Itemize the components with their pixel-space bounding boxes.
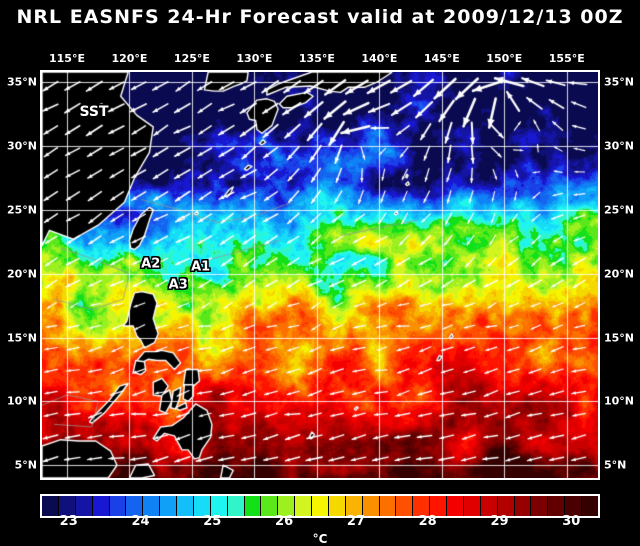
colorbar-swatch-16 <box>312 496 329 516</box>
colorbar-swatch-11 <box>227 496 245 516</box>
colorbar-swatch-6 <box>143 496 161 516</box>
colorbar-tick-26: 26 <box>275 514 294 529</box>
lat-tick-left-30: 30°N <box>6 139 37 153</box>
colorbar-tick-25: 25 <box>203 514 222 529</box>
map-frame[interactable] <box>40 70 600 480</box>
lat-tick-right-30: 30°N <box>604 139 635 153</box>
lat-tick-left-35: 35°N <box>6 75 37 89</box>
colorbar-swatch-13 <box>261 496 279 516</box>
colorbar-swatch-21 <box>396 496 414 516</box>
colorbar-tick-23: 23 <box>59 514 78 529</box>
colorbar-swatch-22 <box>413 496 431 516</box>
colorbar-swatch-20 <box>379 496 397 516</box>
lat-tick-right-25: 25°N <box>604 203 635 217</box>
colorbar-swatch-1 <box>58 496 76 516</box>
colorbar-swatch-0 <box>42 496 59 516</box>
colorbar-tick-28: 28 <box>418 514 437 529</box>
colorbar[interactable] <box>40 494 600 518</box>
lon-tick-top-140: 140°E <box>361 52 398 65</box>
colorbar-swatch-32 <box>582 496 598 516</box>
lat-tick-left-25: 25°N <box>6 203 37 217</box>
colorbar-swatch-23 <box>430 496 447 516</box>
colorbar-swatch-18 <box>345 496 363 516</box>
lat-tick-left-5: 5°N <box>14 458 37 472</box>
lon-tick-top-155: 155°E <box>548 52 585 65</box>
colorbar-swatch-7 <box>160 496 177 516</box>
colorbar-tick-27: 27 <box>346 514 365 529</box>
colorbar-tick-30: 30 <box>562 514 581 529</box>
colorbar-swatch-12 <box>244 496 262 516</box>
lat-tick-right-15: 15°N <box>604 331 635 345</box>
map-viewport <box>42 72 598 478</box>
colorbar-tick-24: 24 <box>131 514 150 529</box>
lon-tick-top-115: 115°E <box>48 52 85 65</box>
lon-tick-top-130: 130°E <box>236 52 273 65</box>
colorbar-swatch-17 <box>328 496 346 516</box>
colorbar-swatch-28 <box>514 496 532 516</box>
colorbar-swatch-24 <box>447 496 464 516</box>
lon-tick-top-150: 150°E <box>486 52 523 65</box>
colorbar-swatch-30 <box>548 496 566 516</box>
colorbar-container[interactable]: 23 24 25 26 27 28 29 30 °C <box>40 494 600 546</box>
colorbar-swatch-10 <box>210 496 228 516</box>
colorbar-swatch-9 <box>193 496 211 516</box>
colorbar-swatch-2 <box>75 496 93 516</box>
lon-tick-top-125: 125°E <box>173 52 210 65</box>
colorbar-tick-29: 29 <box>490 514 509 529</box>
lat-tick-right-35: 35°N <box>604 75 635 89</box>
colorbar-swatch-4 <box>109 496 127 516</box>
colorbar-swatch-25 <box>463 496 481 516</box>
lat-tick-left-15: 15°N <box>6 331 37 345</box>
colorbar-swatch-27 <box>497 496 515 516</box>
colorbar-swatch-15 <box>295 496 312 516</box>
lat-tick-right-10: 10°N <box>604 394 635 408</box>
colorbar-swatch-29 <box>531 496 549 516</box>
page-title: NRL EASNFS 24-Hr Forecast valid at 2009/… <box>16 6 624 28</box>
lat-tick-left-10: 10°N <box>6 394 37 408</box>
colorbar-swatch-8 <box>177 496 194 516</box>
lat-tick-right-20: 20°N <box>604 267 635 281</box>
wind-vector-layer <box>42 72 598 478</box>
lat-tick-right-5: 5°N <box>604 458 627 472</box>
colorbar-unit-label: °C <box>312 532 328 546</box>
colorbar-swatch-3 <box>92 496 110 516</box>
colorbar-swatch-26 <box>480 496 498 516</box>
colorbar-swatch-5 <box>126 496 144 516</box>
lon-tick-top-135: 135°E <box>298 52 335 65</box>
colorbar-swatch-14 <box>278 496 296 516</box>
colorbar-swatch-19 <box>362 496 380 516</box>
lon-tick-top-120: 120°E <box>111 52 148 65</box>
colorbar-swatch-31 <box>565 496 582 516</box>
lat-tick-left-20: 20°N <box>6 267 37 281</box>
lon-tick-top-145: 145°E <box>423 52 460 65</box>
